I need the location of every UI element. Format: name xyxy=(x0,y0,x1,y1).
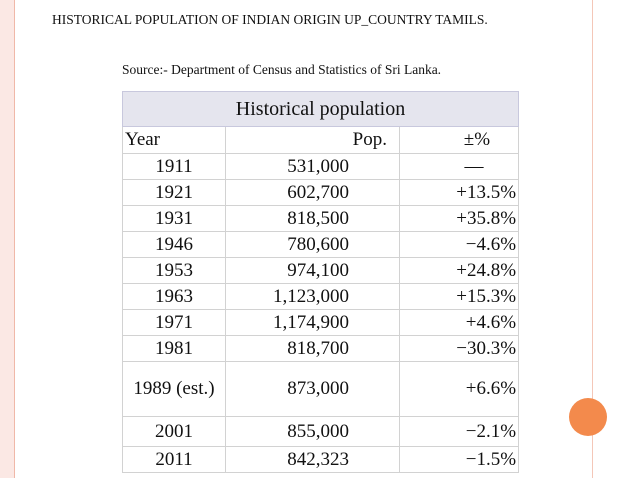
cell-pop: 602,700 xyxy=(225,179,400,206)
cell-year: 1931 xyxy=(122,205,226,232)
slide-title: HISTORICAL POPULATION OF INDIAN ORIGIN U… xyxy=(52,12,488,27)
cell-change: +24.8% xyxy=(398,257,520,284)
cell-pop: 974,100 xyxy=(225,257,400,284)
cell-pop: 855,000 xyxy=(225,416,400,447)
source-note: Source:- Department of Census and Statis… xyxy=(122,62,442,77)
table-row: 1971 1,174,900 +4.6% xyxy=(122,309,520,336)
table-row: 1953 974,100 +24.8% xyxy=(122,257,520,284)
header-pop: Pop. xyxy=(225,126,400,154)
cell-year: 1911 xyxy=(122,153,226,180)
table-row: 2011 842,323 −1.5% xyxy=(122,446,520,473)
cell-change: −2.1% xyxy=(398,416,520,447)
table-caption: Historical population xyxy=(121,91,520,127)
table-row: 2001 855,000 −2.1% xyxy=(122,416,520,447)
header-change: ±% xyxy=(398,126,520,154)
cell-year: 1921 xyxy=(122,179,226,206)
left-border-band xyxy=(0,0,15,478)
left-border-line xyxy=(14,0,15,478)
table-row: 1931 818,500 +35.8% xyxy=(122,205,520,232)
population-table: Historical population Year Pop. ±% 1911 … xyxy=(121,91,520,473)
cell-pop: 818,700 xyxy=(225,335,400,362)
cell-change: +6.6% xyxy=(398,361,520,417)
orange-circle-decoration xyxy=(569,398,607,436)
right-border-line xyxy=(592,0,593,478)
cell-pop: 1,123,000 xyxy=(225,283,400,310)
cell-pop: 842,323 xyxy=(225,446,400,473)
table-row: 1921 602,700 +13.5% xyxy=(122,179,520,206)
cell-pop: 531,000 xyxy=(225,153,400,180)
table-caption-row: Historical population xyxy=(121,91,520,127)
cell-change: +15.3% xyxy=(398,283,520,310)
cell-change: — xyxy=(398,153,520,180)
cell-year: 1946 xyxy=(122,231,226,258)
cell-change: −1.5% xyxy=(398,446,520,473)
cell-year: 1953 xyxy=(122,257,226,284)
cell-year: 1963 xyxy=(122,283,226,310)
cell-change: −30.3% xyxy=(398,335,520,362)
cell-year: 1989 (est.) xyxy=(122,361,226,417)
cell-change: −4.6% xyxy=(398,231,520,258)
cell-year: 1981 xyxy=(122,335,226,362)
cell-pop: 818,500 xyxy=(225,205,400,232)
table-row: 1911 531,000 — xyxy=(122,153,520,180)
table-row: 1981 818,700 −30.3% xyxy=(122,335,520,362)
cell-change: +13.5% xyxy=(398,179,520,206)
cell-change: +4.6% xyxy=(398,309,520,336)
cell-pop: 780,600 xyxy=(225,231,400,258)
cell-change: +35.8% xyxy=(398,205,520,232)
table-row: 1963 1,123,000 +15.3% xyxy=(122,283,520,310)
cell-year: 2001 xyxy=(122,416,226,447)
table-header-row: Year Pop. ±% xyxy=(122,126,520,154)
cell-pop: 873,000 xyxy=(225,361,400,417)
table-row: 1989 (est.) 873,000 +6.6% xyxy=(122,361,520,417)
header-year: Year xyxy=(122,126,226,154)
cell-pop: 1,174,900 xyxy=(225,309,400,336)
cell-year: 1971 xyxy=(122,309,226,336)
table-row: 1946 780,600 −4.6% xyxy=(122,231,520,258)
cell-year: 2011 xyxy=(122,446,226,473)
